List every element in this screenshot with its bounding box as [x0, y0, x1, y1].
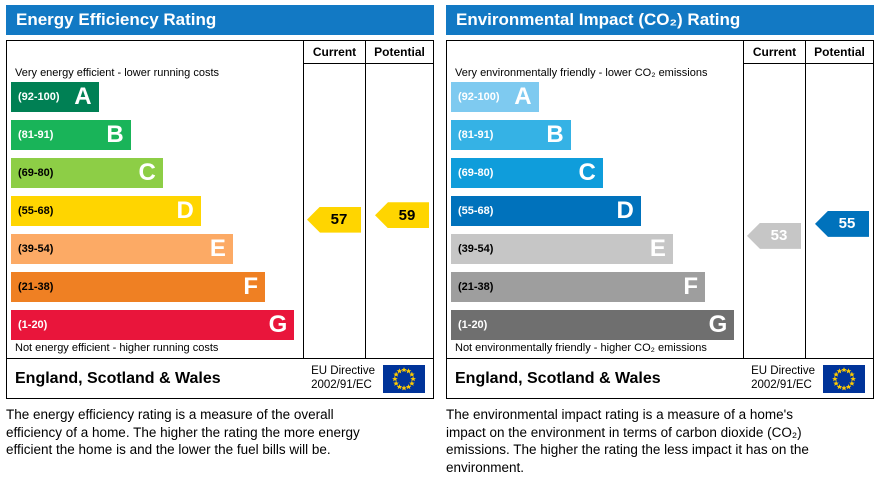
eu-directive-label: EU Directive 2002/91/EC — [751, 364, 815, 391]
panel-description: The energy efficiency rating is a measur… — [6, 407, 360, 458]
band-row: (69-80) C — [451, 158, 603, 188]
band-range-label: (69-80) — [18, 167, 54, 179]
band-row: (92-100) A — [11, 82, 99, 112]
caption-bottom: Not energy efficient - higher running co… — [15, 342, 219, 354]
panel-description: The environmental impact rating is a mea… — [446, 407, 809, 475]
potential-column-header: Potential — [366, 41, 433, 64]
current-rating-arrow: 53 — [747, 222, 801, 249]
band-range-label: (81-91) — [18, 129, 54, 141]
band-range-label: (55-68) — [18, 205, 54, 217]
current-column-header: Current — [744, 41, 805, 64]
eu-flag-icon — [823, 364, 865, 393]
rating-grid: Very energy efficient - lower running co… — [7, 41, 433, 358]
band-letter: C — [138, 159, 156, 186]
potential-rating-arrow: 55 — [815, 210, 869, 237]
current-column-header: Current — [304, 41, 365, 64]
band-column: Very energy efficient - lower running co… — [7, 41, 304, 358]
header-spacer — [7, 41, 303, 64]
potential-column: Potential 55 — [806, 41, 873, 358]
band-letter: G — [268, 311, 288, 338]
band-range-label: (1-20) — [18, 319, 48, 331]
eu-flag-icon — [383, 364, 425, 393]
current-arrow-zone: 53 — [744, 64, 805, 358]
band-row: (69-80) C — [11, 158, 163, 188]
band-letter: E — [649, 235, 666, 262]
panel-footer: England, Scotland & Wales EU Directive 2… — [7, 358, 433, 398]
band-row: (21-38) F — [11, 272, 266, 302]
region-label: England, Scotland & Wales — [455, 369, 661, 387]
band-range-label: (39-54) — [458, 243, 494, 255]
band-range-label: (1-20) — [458, 319, 488, 331]
panel-header: Environmental Impact (CO₂) Rating — [446, 5, 874, 35]
potential-arrow-zone: 59 — [366, 64, 433, 358]
band-row: (81-91) B — [451, 120, 571, 150]
environmental-impact-panel: Environmental Impact (CO₂) Rating Very e… — [446, 5, 874, 476]
epc-charts: Energy Efficiency Rating Very energy eff… — [6, 5, 874, 476]
band-area: (92-100) A (81-91) B (69-80) C (55-68) D (39-54)… — [447, 82, 743, 340]
band-range-label: (81-91) — [458, 129, 494, 141]
band-row: (1-20) G — [11, 310, 295, 340]
band-range-label: (39-54) — [18, 243, 54, 255]
band-letter: G — [708, 311, 728, 338]
potential-rating-arrow: 59 — [375, 202, 429, 229]
band-range-label: (69-80) — [458, 167, 494, 179]
band-column: Very environmentally friendly - lower CO… — [447, 41, 744, 358]
caption-bottom: Not environmentally friendly - higher CO… — [455, 342, 707, 354]
panel-title: Energy Efficiency Rating — [16, 10, 217, 29]
band-letter: F — [683, 273, 699, 300]
band-row: (92-100) A — [451, 82, 539, 112]
current-rating-arrow: 57 — [307, 206, 361, 233]
band-range-label: (92-100) — [458, 91, 500, 103]
energy-efficiency-panel: Energy Efficiency Rating Very energy eff… — [6, 5, 434, 476]
band-row: (39-54) E — [11, 234, 233, 264]
potential-column-header: Potential — [806, 41, 873, 64]
panel-header: Energy Efficiency Rating — [6, 5, 434, 35]
band-row: (1-20) G — [451, 310, 735, 340]
current-column: Current 53 — [744, 41, 806, 358]
band-letter: B — [106, 121, 124, 148]
panel-footer: England, Scotland & Wales EU Directive 2… — [447, 358, 873, 398]
band-range-label: (55-68) — [458, 205, 494, 217]
band-letter: A — [74, 83, 92, 110]
band-letter: C — [578, 159, 596, 186]
band-range-label: (21-38) — [18, 281, 54, 293]
header-spacer — [447, 41, 743, 64]
panel-title: Environmental Impact (CO₂) Rating — [456, 10, 741, 29]
current-arrow-zone: 57 — [304, 64, 365, 358]
potential-column: Potential 59 — [366, 41, 433, 358]
rating-grid: Very environmentally friendly - lower CO… — [447, 41, 873, 358]
band-letter: D — [616, 197, 634, 224]
band-letter: D — [176, 197, 194, 224]
current-column: Current 57 — [304, 41, 366, 358]
region-label: England, Scotland & Wales — [15, 369, 221, 387]
band-area: (92-100) A (81-91) B (69-80) C (55-68) D (39-54)… — [7, 82, 303, 340]
panel-body: Very environmentally friendly - lower CO… — [446, 40, 874, 399]
band-row: (81-91) B — [11, 120, 131, 150]
potential-arrow-zone: 55 — [806, 64, 873, 358]
band-letter: A — [514, 83, 532, 110]
band-range-label: (21-38) — [458, 281, 494, 293]
band-row: (21-38) F — [451, 272, 706, 302]
panel-body: Very energy efficient - lower running co… — [6, 40, 434, 399]
band-letter: F — [243, 273, 259, 300]
caption-top: Very environmentally friendly - lower CO… — [455, 67, 708, 79]
caption-top: Very energy efficient - lower running co… — [15, 67, 220, 79]
band-row: (55-68) D — [11, 196, 201, 226]
band-row: (55-68) D — [451, 196, 641, 226]
band-letter: E — [209, 235, 226, 262]
band-row: (39-54) E — [451, 234, 673, 264]
band-letter: B — [546, 121, 564, 148]
eu-directive-label: EU Directive 2002/91/EC — [311, 364, 375, 391]
band-range-label: (92-100) — [18, 91, 60, 103]
